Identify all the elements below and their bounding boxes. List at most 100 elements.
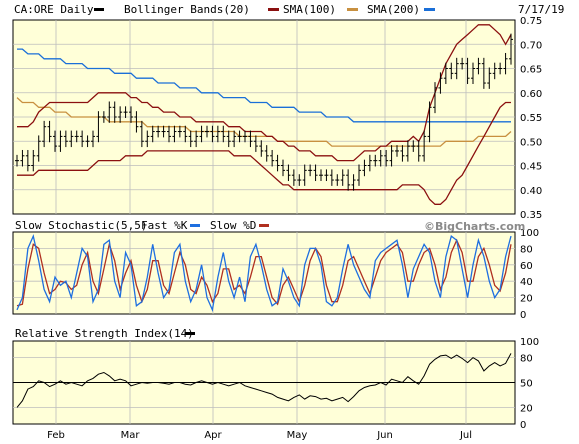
- price-bar: [167, 125, 171, 143]
- stochastic-plot-area: [12, 231, 516, 315]
- price-legend: CA:ORE Daily Bollinger Bands(20) SMA(100…: [14, 3, 564, 16]
- sma200-label: SMA(200): [367, 3, 420, 16]
- bollinger-legend-swatch: [268, 8, 279, 11]
- price-bar: [460, 57, 465, 70]
- price-bar: [373, 154, 378, 167]
- sma100-legend-swatch: [347, 8, 358, 11]
- rsi-legend: Relative Strength Index(14): [15, 327, 195, 340]
- x-tick-label: Feb: [47, 430, 65, 441]
- price-bar: [80, 130, 85, 148]
- price-bar: [101, 111, 106, 123]
- price-bar: [281, 159, 285, 177]
- price-bar: [498, 62, 503, 75]
- price-bar: [297, 174, 302, 186]
- y-tick-label: 80: [520, 244, 533, 255]
- price-bar: [194, 130, 199, 148]
- y-tick-label: 0.40: [520, 186, 542, 197]
- rsi-title: Relative Strength Index(14): [15, 327, 194, 340]
- price-bar: [395, 145, 399, 157]
- y-tick-label: 0.35: [520, 210, 542, 221]
- price-bar: [210, 125, 215, 143]
- price-bar: [264, 145, 269, 162]
- price-bar: [384, 149, 389, 167]
- price-bar: [177, 125, 182, 138]
- x-axis: Feb Mar Apr May Jun Jul: [47, 430, 472, 441]
- price-bar: [69, 130, 74, 148]
- price-bar: [118, 106, 123, 123]
- price-bar: [156, 125, 161, 138]
- price-bar: [215, 125, 220, 143]
- price-bar: [112, 101, 117, 123]
- rsi-panel: 100 80 50 20 0: [12, 337, 539, 431]
- price-bar: [74, 130, 79, 143]
- price-bar: [487, 67, 492, 89]
- sma200-legend-swatch: [424, 8, 435, 11]
- price-bar: [481, 57, 486, 89]
- price-bar: [85, 135, 90, 148]
- price-bar: [427, 101, 432, 143]
- price-bar: [291, 169, 296, 186]
- price-bar: [492, 62, 497, 80]
- price-bar: [53, 130, 57, 152]
- price-bar: [351, 174, 356, 191]
- y-tick-label: 100: [520, 228, 539, 239]
- price-bar: [91, 130, 95, 148]
- price-bar: [226, 130, 231, 148]
- price-bar: [465, 57, 470, 85]
- price-y-axis: 0.75 0.70 0.65 0.60 0.55 0.50 0.45 0.40 0.35: [520, 16, 542, 221]
- price-bar: [243, 130, 247, 143]
- y-tick-label: 0.65: [520, 65, 542, 76]
- price-bar: [346, 169, 351, 191]
- price-panel: 0.75 0.70 0.65 0.60 0.55 0.50 0.45 0.40 0.35: [12, 16, 542, 221]
- price-bar: [454, 57, 459, 80]
- price-bar: [340, 169, 345, 186]
- price-bar: [63, 130, 68, 148]
- price-bar: [253, 135, 258, 152]
- y-tick-label: 0: [520, 420, 526, 431]
- y-tick-label: 0: [520, 310, 526, 321]
- price-bar: [188, 130, 193, 148]
- price-bar: [237, 130, 242, 143]
- sma200-line: [17, 48, 511, 123]
- price-bar: [270, 149, 275, 167]
- price-bar: [58, 130, 63, 152]
- stoch-slow-swatch: [259, 224, 269, 227]
- price-bar: [443, 62, 448, 85]
- price-bar: [139, 120, 144, 148]
- stochastic-panel: 100 80 60 40 20 0: [12, 228, 539, 321]
- price-bar: [25, 149, 30, 172]
- price-bar: [509, 33, 513, 65]
- symbol-label: CA:ORE Daily: [14, 3, 94, 16]
- stoch-fast-label: Fast %K: [141, 219, 188, 232]
- price-bar: [367, 154, 372, 172]
- price-bar: [313, 164, 318, 182]
- price-bar: [319, 169, 323, 182]
- y-tick-label: 60: [520, 261, 533, 272]
- price-bar: [449, 62, 454, 80]
- x-tick-label: Jun: [376, 430, 393, 441]
- price-bar: [476, 57, 481, 75]
- price-bar: [259, 140, 264, 157]
- x-tick-label: Jul: [459, 430, 472, 441]
- price-bar: [134, 111, 139, 133]
- price-bar: [416, 140, 421, 162]
- price-bar: [150, 125, 155, 143]
- price-bar: [183, 125, 188, 143]
- price-bar: [107, 101, 112, 123]
- y-tick-label: 0.45: [520, 162, 542, 173]
- price-bar: [199, 125, 204, 143]
- price-bar: [329, 169, 334, 186]
- price-bar: [357, 164, 361, 186]
- price-bar: [362, 159, 367, 177]
- y-tick-label: 0.50: [520, 137, 542, 148]
- price-bar: [335, 174, 340, 186]
- rsi-line: [16, 353, 512, 408]
- price-bar: [221, 125, 226, 143]
- watermark: ©BigCharts.com: [424, 220, 525, 233]
- price-bar: [31, 149, 36, 172]
- y-tick-label: 80: [520, 354, 533, 365]
- stoch-fast-line: [16, 234, 512, 313]
- x-tick-label: May: [287, 430, 308, 441]
- price-bar: [471, 62, 475, 85]
